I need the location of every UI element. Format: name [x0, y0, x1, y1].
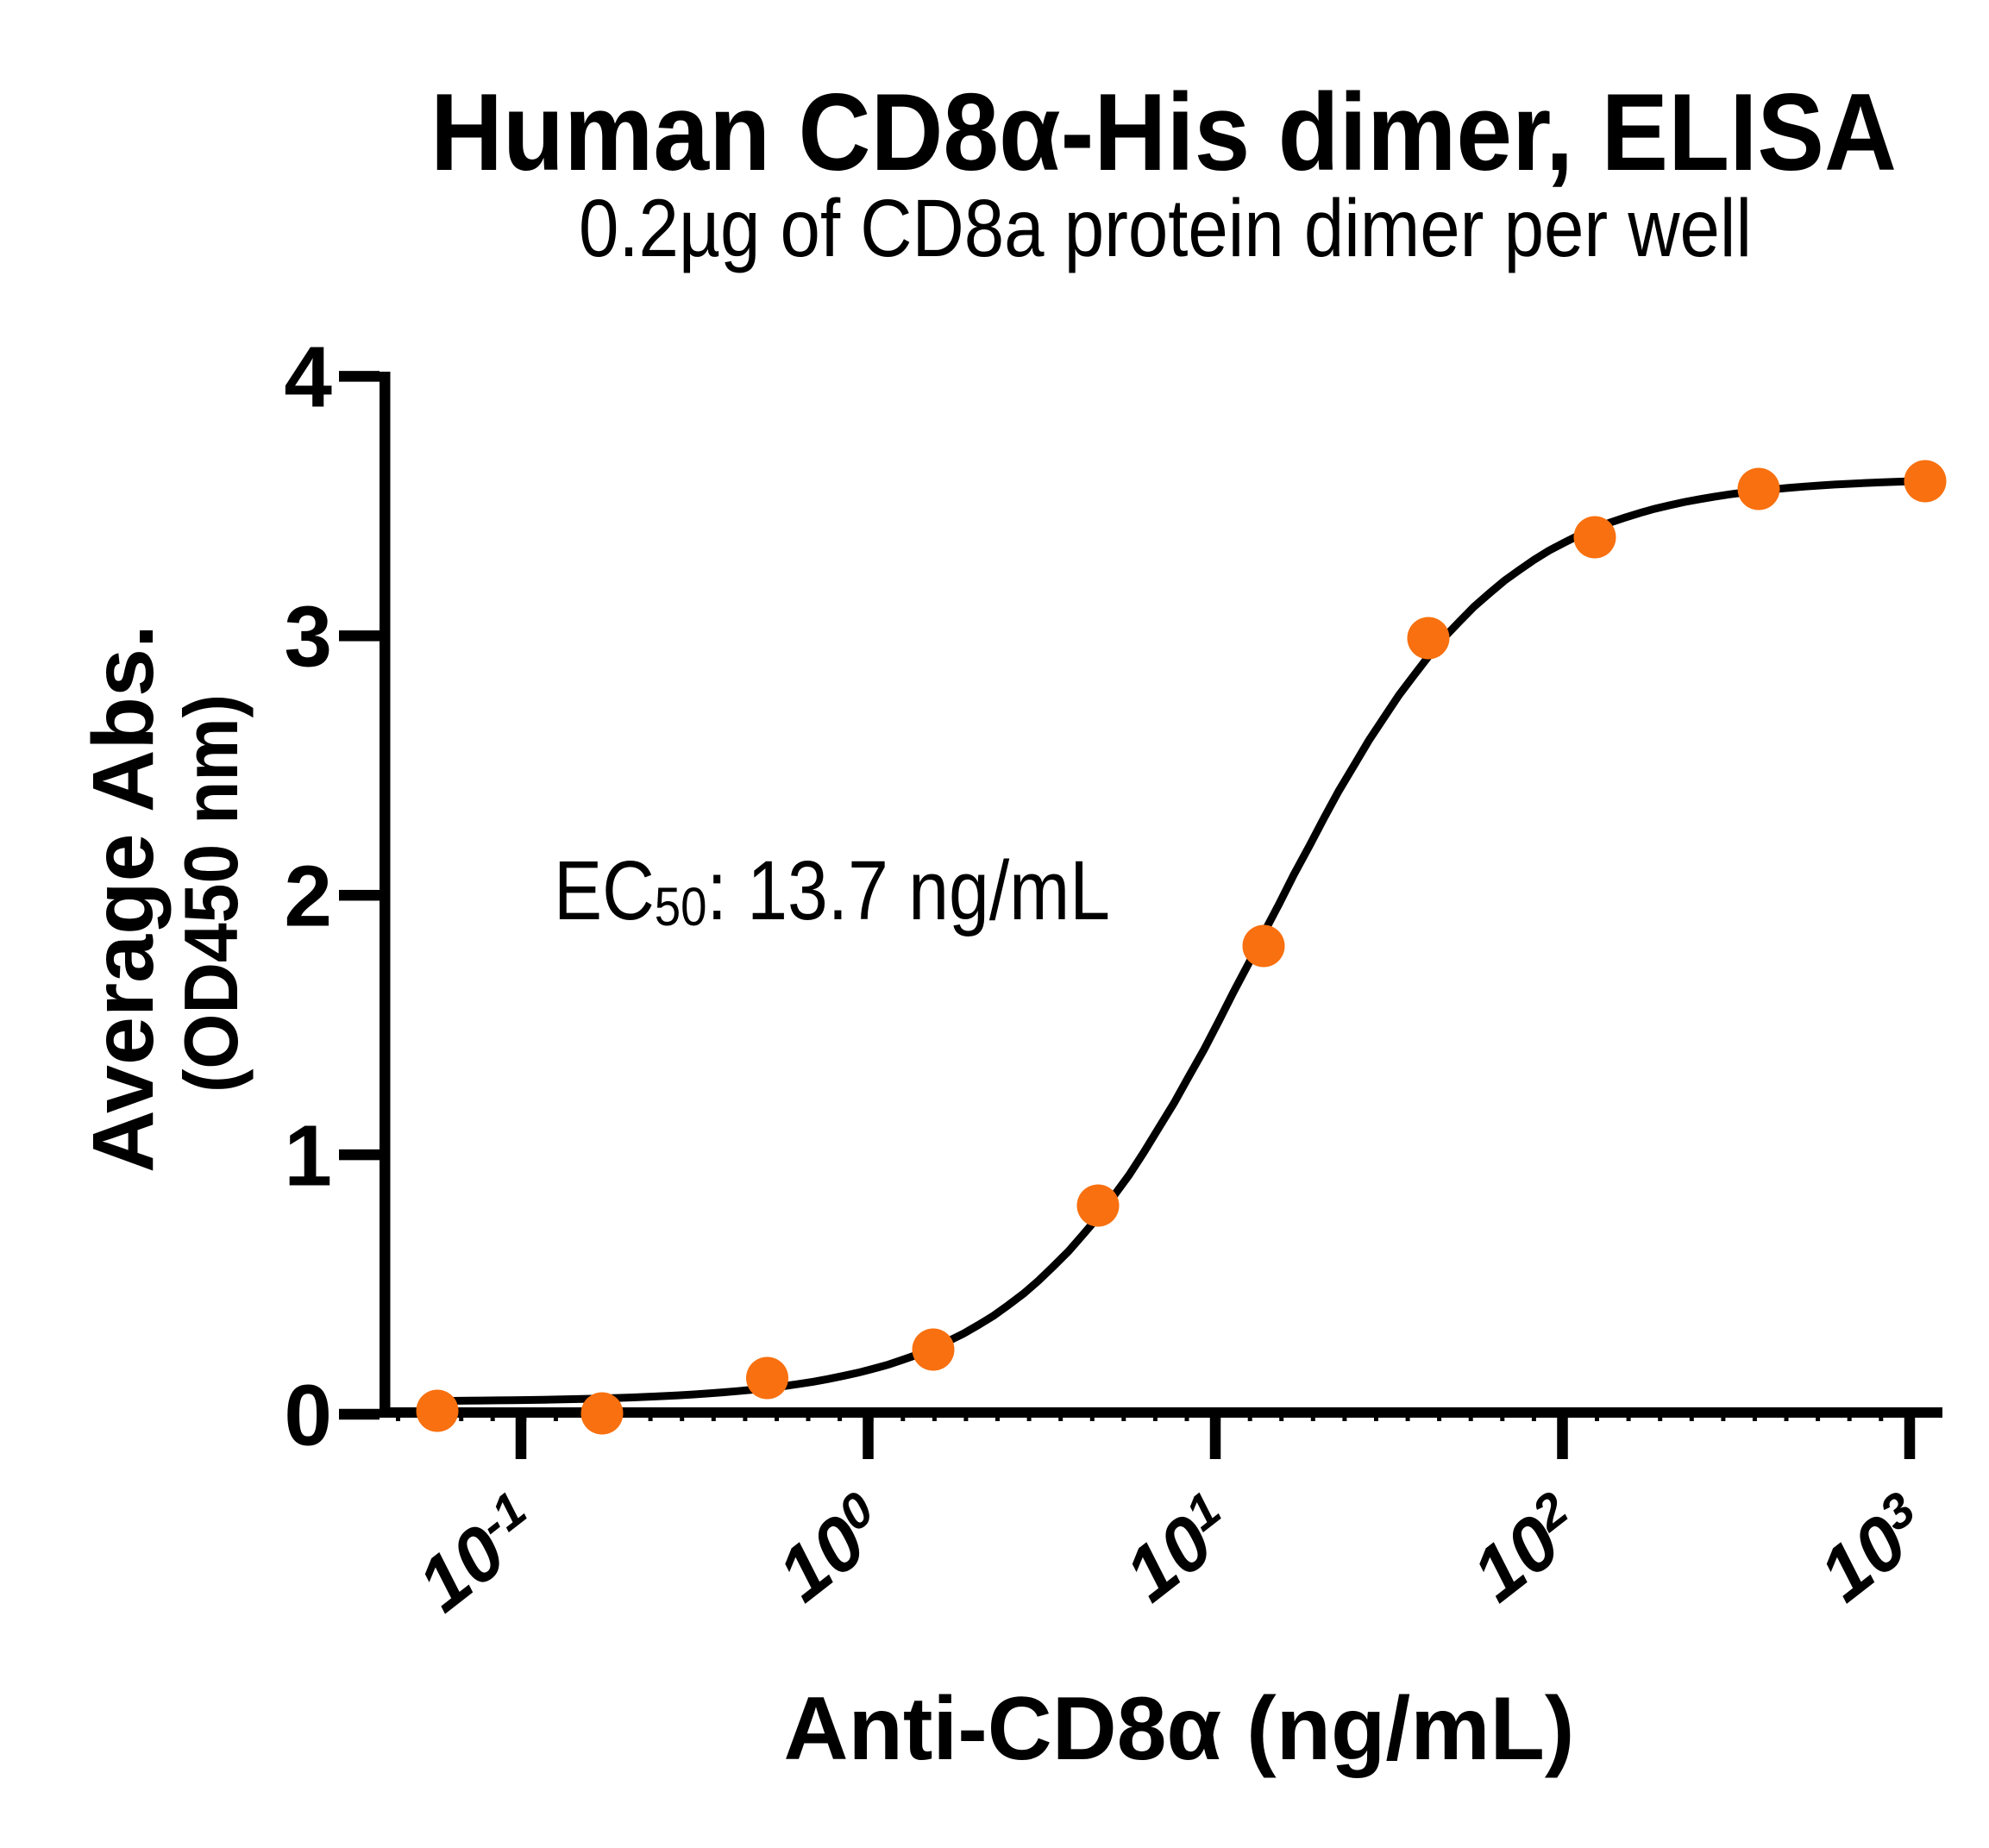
- svg-text:Average Abs.: Average Abs.: [75, 624, 172, 1173]
- svg-text:1: 1: [284, 1107, 332, 1204]
- svg-text:0: 0: [284, 1367, 332, 1463]
- svg-text:EC50: 13.7 ng/mL: EC50: 13.7 ng/mL: [554, 843, 1110, 937]
- svg-text:Anti-CD8α (ng/mL): Anti-CD8α (ng/mL): [784, 1679, 1575, 1779]
- svg-text:2: 2: [284, 849, 332, 945]
- svg-text:0.2µg of CD8a protein dimer pe: 0.2µg of CD8a protein dimer per well: [579, 183, 1752, 274]
- svg-text:4: 4: [284, 329, 332, 426]
- svg-text:Human CD8α-His dimer, ELISA: Human CD8α-His dimer, ELISA: [430, 71, 1897, 193]
- svg-text:(OD450 nm): (OD450 nm): [168, 694, 254, 1093]
- svg-text:3: 3: [284, 589, 332, 686]
